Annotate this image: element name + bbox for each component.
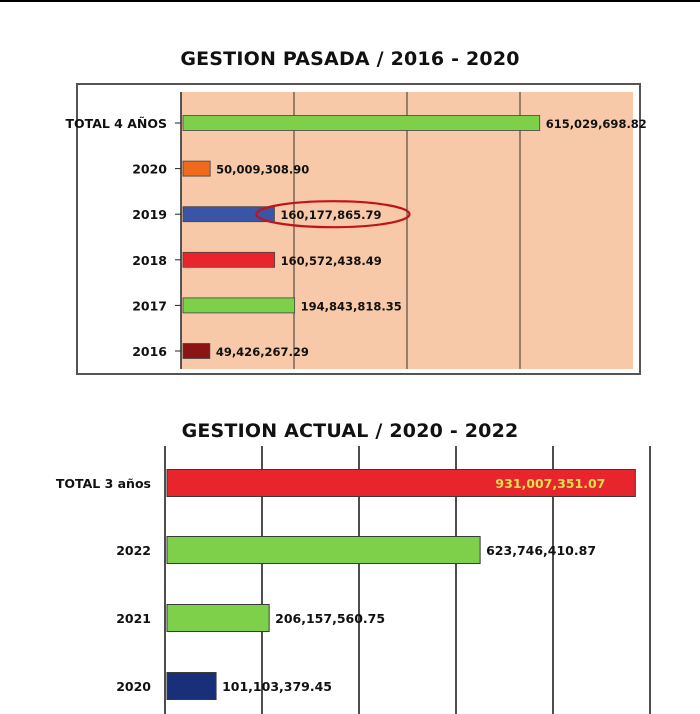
top-border-line xyxy=(0,0,700,2)
bar-total-3-años xyxy=(166,469,636,497)
bar-2022 xyxy=(166,536,481,564)
category-label-2021: 2021 xyxy=(116,611,151,626)
category-label-2020: 2020 xyxy=(132,162,167,177)
category-label-total-3-años: TOTAL 3 años xyxy=(56,476,151,491)
chart-gestion-pasada: TOTAL 4 AÑOS 615,029,698.82 2020 50,009,308… xyxy=(65,83,647,375)
bar-2019 xyxy=(182,206,275,223)
value-label-2017: 194,843,818.35 xyxy=(301,299,402,313)
bar-2016 xyxy=(182,343,211,359)
value-label-2018: 160,572,438.49 xyxy=(281,254,382,268)
category-label-2016: 2016 xyxy=(132,344,167,359)
category-label-2022: 2022 xyxy=(116,543,151,558)
highlight-ellipse xyxy=(255,200,411,229)
value-label-2022: 623,746,410.87 xyxy=(486,543,596,558)
bar-2020 xyxy=(182,160,211,177)
category-label-2020: 2020 xyxy=(116,679,151,694)
value-label-2020: 101,103,379.45 xyxy=(222,679,332,694)
bar-2021 xyxy=(166,604,270,632)
value-label-2020: 50,009,308.90 xyxy=(216,163,309,177)
category-label-total-4-años: TOTAL 4 AÑOS xyxy=(65,116,167,131)
value-label-2019: 160,177,865.79 xyxy=(280,208,381,222)
bar-total-4-años xyxy=(182,115,541,131)
bar-2018 xyxy=(182,251,276,268)
value-label-2021: 206,157,560.75 xyxy=(275,611,385,626)
value-label-2016: 49,426,267.29 xyxy=(216,345,309,359)
bar-2020 xyxy=(166,672,217,700)
category-label-2017: 2017 xyxy=(132,298,167,313)
category-label-2019: 2019 xyxy=(132,207,167,222)
bar-2017 xyxy=(182,297,296,314)
value-label-total-4-años: 615,029,698.82 xyxy=(546,117,647,131)
chart-title-gestion-actual: GESTION ACTUAL / 2020 - 2022 xyxy=(181,420,519,442)
value-label-total-3-años: 931,007,351.07 xyxy=(495,476,605,491)
chart-title-gestion-pasada: GESTION PASADA / 2016 - 2020 xyxy=(180,48,520,70)
category-label-2018: 2018 xyxy=(132,253,167,268)
